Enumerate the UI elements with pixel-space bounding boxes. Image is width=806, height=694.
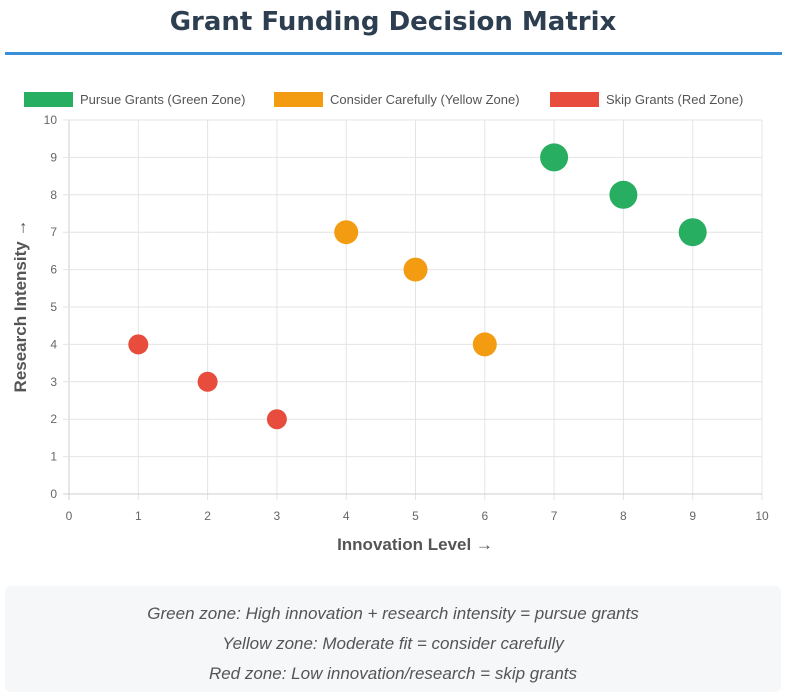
- legend-swatch: [550, 92, 599, 107]
- data-point-series-1: [403, 257, 428, 282]
- x-tick-label: 4: [343, 509, 350, 523]
- x-tick-label: 1: [135, 509, 142, 523]
- data-point-series-0: [540, 143, 569, 172]
- x-axis-title: Innovation Level →: [337, 535, 493, 554]
- legend-label: Skip Grants (Red Zone): [606, 92, 743, 107]
- y-tick-label: 7: [50, 225, 57, 239]
- y-tick-label: 10: [44, 113, 58, 127]
- y-tick-label: 5: [50, 300, 57, 314]
- y-tick-label: 1: [50, 450, 57, 464]
- y-tick-label: 3: [50, 375, 57, 389]
- title-divider: [5, 52, 782, 55]
- legend-swatch: [274, 92, 323, 107]
- legend-swatch: [24, 92, 73, 107]
- chart-grid: [63, 119, 763, 500]
- data-point-series-2: [197, 371, 218, 392]
- data-point-series-1: [334, 220, 359, 245]
- y-tick-label: 6: [50, 263, 57, 277]
- scatter-chart: Pursue Grants (Green Zone) Consider Caref…: [11, 92, 769, 554]
- data-point-series-0: [609, 180, 638, 209]
- note-green-zone: Green zone: High innovation + research i…: [147, 604, 639, 623]
- legend-label: Consider Carefully (Yellow Zone): [330, 92, 520, 107]
- zone-notes: Green zone: High innovation + research i…: [5, 586, 781, 692]
- data-point-series-2: [128, 334, 149, 355]
- page-title: Grant Funding Decision Matrix: [169, 7, 617, 37]
- data-points: [128, 143, 707, 430]
- x-tick-label: 9: [689, 509, 696, 523]
- data-point-series-2: [266, 409, 287, 430]
- x-tick-label: 6: [481, 509, 488, 523]
- note-red-zone: Red zone: Low innovation/research = skip…: [208, 664, 578, 683]
- legend-label: Pursue Grants (Green Zone): [80, 92, 245, 107]
- y-tick-label: 0: [50, 487, 57, 501]
- y-tick-label: 4: [50, 337, 57, 351]
- y-tick-label: 8: [50, 188, 57, 202]
- y-axis-ticks: 0 1 2 3 4 5 6 7 8 9 10: [44, 113, 58, 501]
- x-tick-label: 2: [204, 509, 211, 523]
- data-point-series-0: [678, 218, 707, 247]
- note-yellow-zone: Yellow zone: Moderate fit = consider car…: [222, 634, 564, 653]
- y-tick-label: 9: [50, 150, 57, 164]
- x-tick-label: 3: [274, 509, 281, 523]
- data-point-series-1: [472, 332, 497, 357]
- y-axis-title: Research Intensity →: [11, 220, 30, 393]
- x-tick-label: 8: [620, 509, 627, 523]
- y-tick-label: 2: [50, 412, 57, 426]
- chart-legend: Pursue Grants (Green Zone) Consider Caref…: [24, 92, 743, 107]
- x-tick-label: 5: [412, 509, 419, 523]
- x-tick-label: 10: [755, 509, 769, 523]
- x-tick-label: 0: [66, 509, 73, 523]
- x-tick-label: 7: [551, 509, 558, 523]
- x-axis-ticks: 0 1 2 3 4 5 6 7 8 9 10: [66, 509, 769, 523]
